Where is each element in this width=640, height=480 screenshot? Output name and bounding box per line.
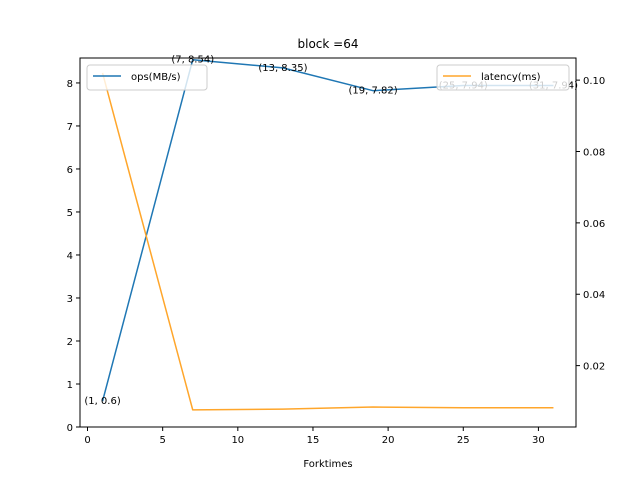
chart-title: block =64 (298, 37, 359, 51)
data-label: (13, 8.35) (258, 63, 307, 74)
legend-left-box (86, 64, 208, 91)
x-tick-label: 5 (159, 435, 165, 446)
legend-left: ops(MB/s) (86, 64, 208, 91)
data-label: (7, 8.54) (171, 55, 214, 66)
x-tick-label: 15 (307, 435, 320, 446)
x-tick-label: 20 (382, 435, 395, 446)
data-label: (1, 0.6) (84, 396, 121, 407)
y-tick-label: 2 (67, 337, 73, 348)
y-tick-label: 4 (67, 251, 73, 262)
y2-tick-label: 0.02 (583, 362, 605, 373)
x-axis-title: Forktimes (303, 459, 352, 470)
x-tick-label: 0 (84, 435, 90, 446)
y-tick-label: 7 (67, 122, 73, 133)
legend-label-latency: latency(ms) (481, 72, 541, 83)
legend-right: latency(ms) (436, 64, 570, 91)
y-axis-right: 0.02 0.04 0.06 0.08 0.10 (576, 76, 605, 373)
x-tick-label: 25 (457, 435, 470, 446)
y-tick-label: 8 (67, 79, 73, 90)
y-axis-left: 0 1 2 3 4 5 6 7 8 (67, 79, 80, 434)
x-tick-label: 10 (231, 435, 244, 446)
legend-right-box (436, 64, 570, 91)
y-tick-label: 3 (67, 294, 73, 305)
series-line-latency (101, 72, 554, 411)
data-label: (19, 7.82) (349, 86, 398, 97)
y2-tick-label: 0.06 (583, 219, 605, 230)
y-tick-label: 1 (67, 380, 73, 391)
legend-label-ops: ops(MB/s) (131, 72, 181, 83)
y-tick-label: 6 (67, 165, 73, 176)
y-tick-label: 5 (67, 208, 73, 219)
y2-tick-label: 0.10 (583, 76, 605, 87)
y2-tick-label: 0.08 (583, 147, 605, 158)
x-tick-label: 30 (532, 435, 545, 446)
x-axis: 0 5 10 15 20 25 30 (84, 427, 545, 446)
y2-tick-label: 0.04 (583, 290, 605, 301)
y-tick-label: 0 (67, 423, 73, 434)
plot-frame (79, 57, 577, 428)
